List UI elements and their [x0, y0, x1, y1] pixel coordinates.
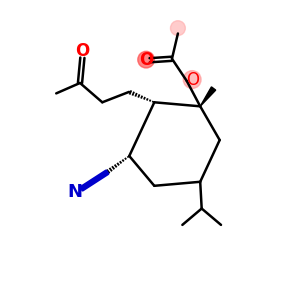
Text: O: O: [75, 42, 89, 60]
Polygon shape: [200, 87, 216, 106]
Circle shape: [170, 21, 185, 36]
Text: O: O: [186, 70, 199, 88]
Text: N: N: [68, 183, 83, 201]
Text: O: O: [139, 51, 153, 69]
Circle shape: [138, 51, 154, 68]
Circle shape: [183, 71, 201, 88]
